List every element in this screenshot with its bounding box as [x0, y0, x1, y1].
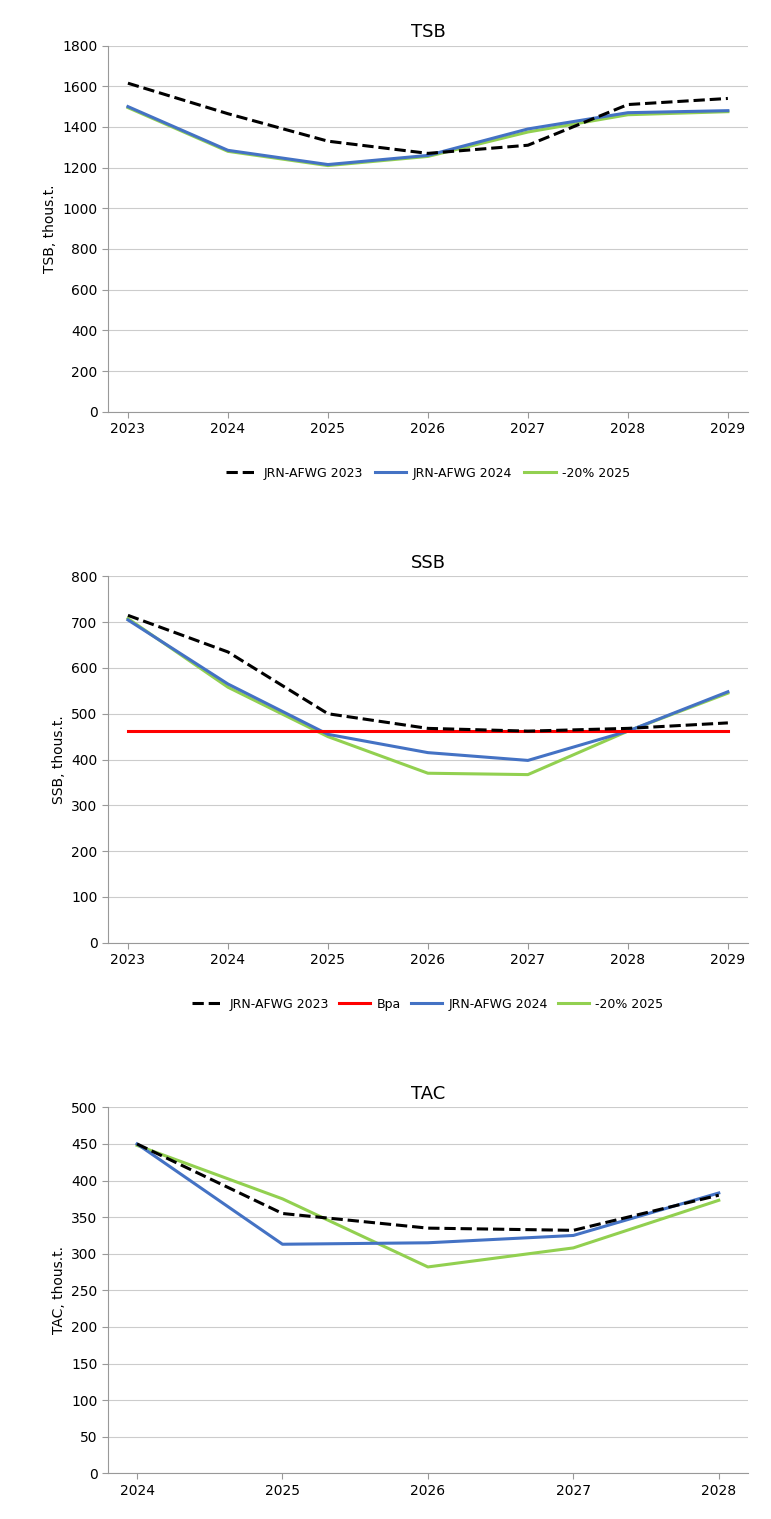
Y-axis label: TAC, thous.t.: TAC, thous.t.	[52, 1247, 66, 1334]
Legend: JRN-AFWG 2023, Bpa, JRN-AFWG 2024, -20% 2025: JRN-AFWG 2023, Bpa, JRN-AFWG 2024, -20% …	[187, 993, 668, 1016]
Title: SSB: SSB	[410, 554, 446, 573]
Y-axis label: TSB, thous.t.: TSB, thous.t.	[42, 184, 57, 273]
Legend: JRN-AFWG 2023, JRN-AFWG 2024, -20% 2025: JRN-AFWG 2023, JRN-AFWG 2024, -20% 2025	[221, 462, 635, 485]
Y-axis label: SSB, thous.t.: SSB, thous.t.	[52, 715, 66, 804]
Title: TAC: TAC	[411, 1085, 445, 1103]
Title: TSB: TSB	[410, 23, 446, 41]
